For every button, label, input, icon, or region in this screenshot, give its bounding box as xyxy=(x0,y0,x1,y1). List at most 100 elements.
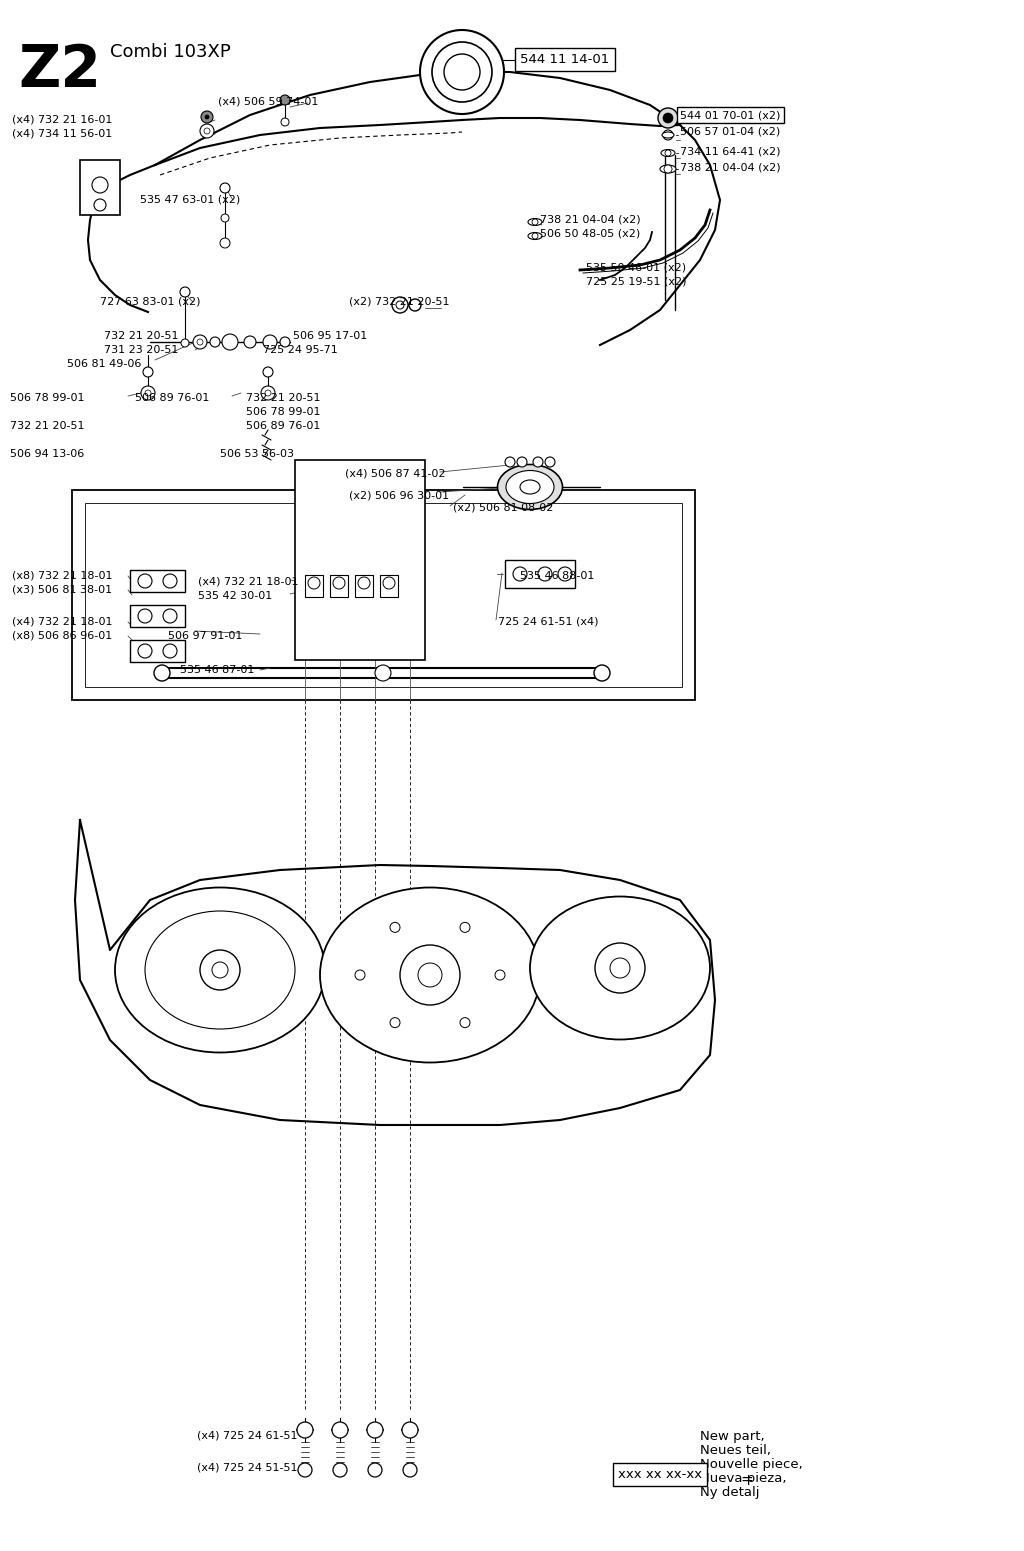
Text: 506 89 76-01: 506 89 76-01 xyxy=(246,420,321,431)
Circle shape xyxy=(663,130,673,140)
Circle shape xyxy=(517,458,527,467)
Bar xyxy=(80,160,120,216)
Text: Z2: Z2 xyxy=(18,42,101,99)
Circle shape xyxy=(367,1422,383,1438)
Text: (x2) 506 81 08-02: (x2) 506 81 08-02 xyxy=(453,503,553,513)
Circle shape xyxy=(432,42,492,102)
Text: 544 11 14-01: 544 11 14-01 xyxy=(520,53,609,67)
Circle shape xyxy=(201,112,213,123)
Circle shape xyxy=(532,219,538,225)
Text: (x4) 734 11 56-01: (x4) 734 11 56-01 xyxy=(12,129,113,140)
Circle shape xyxy=(513,568,527,582)
Circle shape xyxy=(298,1463,312,1477)
Ellipse shape xyxy=(520,479,540,495)
Bar xyxy=(380,575,398,597)
Circle shape xyxy=(383,577,395,589)
Circle shape xyxy=(222,333,238,351)
Circle shape xyxy=(460,1017,470,1028)
Circle shape xyxy=(210,337,220,347)
Circle shape xyxy=(308,577,319,589)
Circle shape xyxy=(141,386,155,400)
Circle shape xyxy=(558,568,572,582)
Text: 734 11 64-41 (x2): 734 11 64-41 (x2) xyxy=(680,147,780,157)
Circle shape xyxy=(665,150,671,157)
Circle shape xyxy=(610,959,630,979)
Text: 535 50 46-01 (x2): 535 50 46-01 (x2) xyxy=(586,264,686,273)
Circle shape xyxy=(538,568,552,582)
Circle shape xyxy=(197,340,203,344)
Circle shape xyxy=(420,29,504,115)
Text: (x8) 506 86 96-01: (x8) 506 86 96-01 xyxy=(12,631,113,641)
Text: 506 95 17-01: 506 95 17-01 xyxy=(293,330,368,341)
Circle shape xyxy=(220,183,230,192)
Text: 535 46 87-01: 535 46 87-01 xyxy=(180,665,254,675)
Text: 725 24 95-71: 725 24 95-71 xyxy=(263,344,338,355)
Circle shape xyxy=(212,962,228,979)
Text: 506 57 01-04 (x2): 506 57 01-04 (x2) xyxy=(680,127,780,136)
Circle shape xyxy=(418,963,442,986)
Circle shape xyxy=(263,335,278,349)
Ellipse shape xyxy=(498,464,562,509)
Circle shape xyxy=(281,118,289,126)
Circle shape xyxy=(138,574,152,588)
Ellipse shape xyxy=(662,132,674,138)
Circle shape xyxy=(534,458,543,467)
Text: 535 46 88-01: 535 46 88-01 xyxy=(520,571,594,582)
Text: 738 21 04-04 (x2): 738 21 04-04 (x2) xyxy=(540,214,641,223)
Ellipse shape xyxy=(530,896,710,1039)
Text: Neues teil,: Neues teil, xyxy=(700,1444,771,1456)
Ellipse shape xyxy=(660,164,676,174)
Circle shape xyxy=(396,301,404,309)
Ellipse shape xyxy=(528,219,542,225)
Bar xyxy=(130,571,185,592)
Ellipse shape xyxy=(528,233,542,239)
Circle shape xyxy=(163,610,177,624)
Text: (x2) 732 21 20-51: (x2) 732 21 20-51 xyxy=(349,296,450,306)
Text: 732 21 20-51: 732 21 20-51 xyxy=(246,392,321,403)
Text: 727 63 83-01 (x2): 727 63 83-01 (x2) xyxy=(100,296,201,306)
Circle shape xyxy=(400,945,460,1005)
Ellipse shape xyxy=(506,470,554,504)
Bar xyxy=(355,575,373,597)
Circle shape xyxy=(220,237,230,248)
Circle shape xyxy=(154,665,170,681)
Circle shape xyxy=(163,574,177,588)
Circle shape xyxy=(664,164,672,174)
Text: 725 25 19-51 (x2): 725 25 19-51 (x2) xyxy=(586,278,686,287)
Circle shape xyxy=(658,109,678,129)
Text: (x4) 725 24 61-51: (x4) 725 24 61-51 xyxy=(197,1430,298,1439)
Text: 506 97 91-01: 506 97 91-01 xyxy=(168,631,243,641)
Text: 738 21 04-04 (x2): 738 21 04-04 (x2) xyxy=(680,163,780,174)
Circle shape xyxy=(333,577,345,589)
Text: Ny detalj: Ny detalj xyxy=(700,1486,760,1498)
Circle shape xyxy=(333,1463,347,1477)
Circle shape xyxy=(355,969,365,980)
Text: Nueva pieza,: Nueva pieza, xyxy=(700,1472,786,1484)
Circle shape xyxy=(92,177,108,192)
Circle shape xyxy=(545,458,555,467)
Circle shape xyxy=(94,199,106,211)
Circle shape xyxy=(409,299,421,312)
Text: 506 53 56-03: 506 53 56-03 xyxy=(220,448,294,459)
Text: (x4) 732 21 18-01: (x4) 732 21 18-01 xyxy=(12,617,113,627)
Text: 506 78 99-01: 506 78 99-01 xyxy=(10,392,85,403)
Ellipse shape xyxy=(662,149,675,157)
Bar xyxy=(330,575,348,597)
Circle shape xyxy=(145,389,151,396)
Text: 732 21 20-51: 732 21 20-51 xyxy=(10,420,85,431)
Circle shape xyxy=(358,577,370,589)
Ellipse shape xyxy=(145,910,295,1028)
Circle shape xyxy=(138,644,152,658)
Bar xyxy=(130,605,185,627)
Circle shape xyxy=(375,665,391,681)
Text: 535 47 63-01 (x2): 535 47 63-01 (x2) xyxy=(140,195,241,205)
Circle shape xyxy=(163,644,177,658)
Circle shape xyxy=(181,340,189,347)
Text: 506 81 49-06: 506 81 49-06 xyxy=(67,358,141,369)
Circle shape xyxy=(204,129,210,133)
Text: (x3) 506 81 38-01: (x3) 506 81 38-01 xyxy=(12,585,112,596)
Circle shape xyxy=(297,1422,313,1438)
Circle shape xyxy=(402,1422,418,1438)
Bar xyxy=(295,461,425,661)
Circle shape xyxy=(200,951,240,990)
